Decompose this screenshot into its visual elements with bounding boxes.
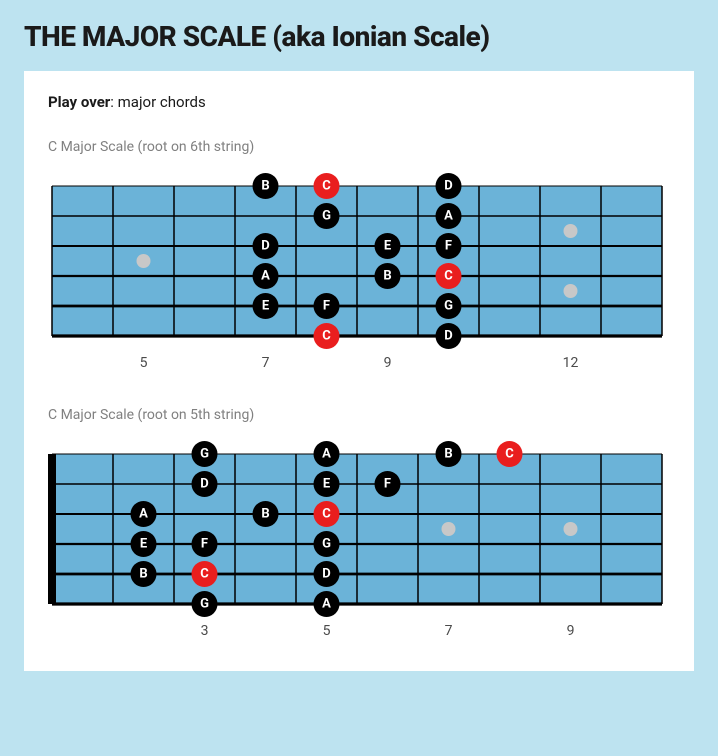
note-dot-root: C [314,501,340,527]
note-dot: B [131,561,157,587]
fretboard-wrap: BCDGADEFABCEFGCD [48,173,670,349]
fretboard-diagram: C Major Scale (root on 6th string)BCDGAD… [48,139,670,375]
note-dot: F [436,233,462,259]
fret-inlay [442,522,456,536]
play-over-label: Play over [48,93,110,111]
note-label: A [139,507,148,522]
note-dot: B [253,501,279,527]
note-dot: A [436,203,462,229]
note-dot: D [436,173,462,199]
note-dot: A [314,591,340,617]
fret-inlay [137,254,151,268]
note-dot: D [314,561,340,587]
note-label: A [322,447,331,462]
note-dot-root: C [436,263,462,289]
note-label: C [444,269,453,284]
note-dot: D [436,323,462,349]
note-label: G [200,597,209,612]
note-dot: B [436,441,462,467]
note-dot: G [314,203,340,229]
note-label: D [444,329,452,344]
fretboard-wrap: GABCDEFABCEFGBCDGA [48,441,670,617]
note-dot-root: C [192,561,218,587]
note-label: B [261,179,269,194]
content-card: Play over: major chords C Major Scale (r… [24,71,694,671]
note-dot-root: C [497,441,523,467]
fret-labels-row: 3 5 7 9 [48,623,664,643]
note-label: G [200,447,209,462]
note-dot: G [192,441,218,467]
note-label: F [201,537,208,552]
note-dot: A [314,441,340,467]
note-dot: E [253,293,279,319]
note-dot: A [253,263,279,289]
play-over-line: Play over: major chords [48,93,670,111]
note-label: B [444,447,452,462]
note-dot: E [375,233,401,259]
note-dot: D [253,233,279,259]
fret-number-label: 5 [323,623,331,639]
note-label: E [384,239,392,254]
note-label: F [323,299,330,314]
diagrams-container: C Major Scale (root on 6th string)BCDGAD… [48,139,670,643]
fret-number-label: 7 [445,623,453,639]
note-dot: B [375,263,401,289]
fret-inlay [564,224,578,238]
note-dot: G [436,293,462,319]
fret-labels-row: 5 7 9 12 [48,355,664,375]
note-dot: F [314,293,340,319]
note-label: G [322,537,331,552]
note-label: D [200,477,208,492]
note-dot: G [192,591,218,617]
note-dot-root: C [314,323,340,349]
fret-number-label: 12 [563,355,579,371]
note-dot: A [131,501,157,527]
note-dot: B [253,173,279,199]
note-dot: D [192,471,218,497]
note-dot: E [314,471,340,497]
fret-number-label: 5 [140,355,148,371]
fretboard-svg: BCDGADEFABCEFGCD [48,173,664,349]
note-label: D [322,567,330,582]
note-label: E [262,299,270,314]
note-label: A [261,269,270,284]
fret-inlay [564,522,578,536]
fret-number-label: 3 [201,623,209,639]
note-label: A [444,209,453,224]
note-label: D [444,179,452,194]
note-label: B [261,507,269,522]
note-dot: F [192,531,218,557]
note-label: E [323,477,331,492]
note-label: C [322,507,331,522]
note-label: F [384,477,391,492]
note-dot-root: C [314,173,340,199]
fret-inlay [564,284,578,298]
note-dot: G [314,531,340,557]
fret-number-label: 9 [567,623,575,639]
note-label: G [322,209,331,224]
note-label: A [322,597,331,612]
diagram-title: C Major Scale (root on 6th string) [48,139,670,155]
page-title: THE MAJOR SCALE (aka Ionian Scale) [24,20,694,53]
note-dot: E [131,531,157,557]
note-label: C [505,447,514,462]
note-dot: F [375,471,401,497]
fret-number-label: 7 [262,355,270,371]
note-label: C [322,329,331,344]
note-label: D [261,239,269,254]
play-over-value: : major chords [110,93,205,111]
fret-number-label: 9 [384,355,392,371]
diagram-title: C Major Scale (root on 5th string) [48,407,670,423]
note-label: B [383,269,391,284]
note-label: B [139,567,147,582]
fretboard-svg: GABCDEFABCEFGBCDGA [48,441,664,617]
note-label: C [200,567,209,582]
note-label: F [445,239,452,254]
note-label: C [322,179,331,194]
note-label: G [444,299,453,314]
fretboard-diagram: C Major Scale (root on 5th string) G A B C D E… [48,407,670,643]
note-label: E [140,537,148,552]
